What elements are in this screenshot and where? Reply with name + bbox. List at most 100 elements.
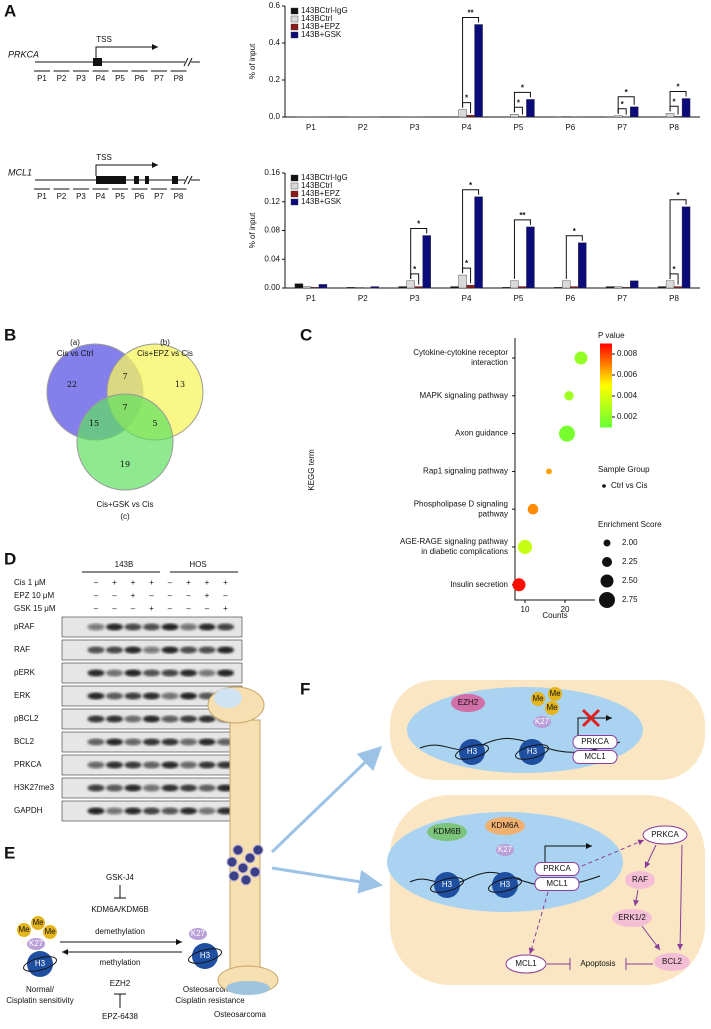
region-label: P1 xyxy=(37,74,47,83)
band xyxy=(180,807,197,815)
band xyxy=(124,784,142,792)
histone xyxy=(459,739,485,765)
bone-shaft xyxy=(229,719,261,971)
x-tick-label: P1 xyxy=(306,123,316,132)
dna xyxy=(488,877,522,893)
band xyxy=(180,692,197,700)
legend-label: 143BCtrl xyxy=(301,181,332,190)
band xyxy=(161,807,179,815)
bar xyxy=(458,274,467,289)
sig-star: * xyxy=(465,259,469,268)
residue xyxy=(496,844,514,856)
x-tick-label: P1 xyxy=(306,294,316,303)
arrow xyxy=(271,866,383,894)
y-tick-label: 0.16 xyxy=(264,168,280,177)
x-tick-label: P3 xyxy=(410,123,420,132)
x-tick-label: P7 xyxy=(617,294,627,303)
sig-bracket xyxy=(617,108,627,115)
bar xyxy=(673,286,683,289)
methyl xyxy=(17,923,31,937)
bar xyxy=(466,284,475,289)
panel-label: B xyxy=(4,325,16,344)
band xyxy=(106,738,123,746)
tumor-cell xyxy=(232,844,244,856)
bubble xyxy=(546,468,552,475)
histone-label: H3 xyxy=(200,951,211,960)
bar xyxy=(657,286,667,289)
band xyxy=(124,761,142,769)
region-label: P7 xyxy=(154,192,164,201)
band xyxy=(198,669,216,677)
block-x xyxy=(581,708,601,728)
legend-label: 143BCtrl-IgG xyxy=(301,173,348,182)
size-key xyxy=(599,592,615,608)
sig-bracket xyxy=(462,189,480,274)
band xyxy=(124,623,142,631)
exon xyxy=(93,58,102,66)
colorbar-tick-label: 0.008 xyxy=(617,349,638,358)
dna xyxy=(188,948,222,964)
tumor-cell xyxy=(237,862,249,874)
kinase xyxy=(642,825,688,845)
band xyxy=(161,646,179,654)
arrow xyxy=(677,844,684,951)
band xyxy=(124,692,142,700)
protein-label: RAF xyxy=(14,645,30,654)
protein-label: pBCL2 xyxy=(14,714,39,723)
legend-label: 143B+EPZ xyxy=(301,22,340,31)
tss-arrow xyxy=(577,715,612,742)
lane-sign: + xyxy=(186,578,191,587)
bone-base-cap xyxy=(226,981,270,995)
region-count: 22 xyxy=(67,380,77,389)
tissue-label: Osteosarcoma xyxy=(214,1010,267,1019)
bubble xyxy=(564,391,574,401)
band xyxy=(217,646,234,654)
bar xyxy=(526,99,535,118)
lane-sign: – xyxy=(112,591,117,600)
region-label: P8 xyxy=(174,192,184,201)
y-tick-label: 0.2 xyxy=(269,75,281,84)
lane-sign: – xyxy=(94,604,99,613)
tss-arrow xyxy=(95,162,158,176)
band xyxy=(198,715,216,723)
lane-sign: – xyxy=(205,604,210,613)
tumor-cell xyxy=(244,852,256,864)
eraser-label: KDM6A xyxy=(491,821,519,830)
set-name: Cis vs Ctrl xyxy=(57,349,94,358)
colorbar-tick-label: 0.002 xyxy=(617,412,638,421)
size-key-label: 2.25 xyxy=(622,557,638,566)
term-label: in diabetic complications xyxy=(421,547,508,556)
bar xyxy=(458,109,467,118)
lane-sign: – xyxy=(186,604,191,613)
legend-label: Ctrl vs Cis xyxy=(611,481,647,490)
histone xyxy=(192,943,218,969)
bar xyxy=(302,286,312,289)
size-key-label: 2.50 xyxy=(622,576,638,585)
region-label: P2 xyxy=(57,192,67,201)
region-label: P8 xyxy=(174,74,184,83)
lane-sign: – xyxy=(112,604,117,613)
legend-swatch xyxy=(290,182,299,190)
tumor-cell xyxy=(252,844,264,856)
band xyxy=(143,738,160,746)
band xyxy=(161,738,179,746)
bar xyxy=(450,286,459,289)
band xyxy=(217,623,234,631)
size-key-label: 2.00 xyxy=(622,538,638,547)
lane-sign: + xyxy=(223,604,228,613)
bar xyxy=(474,24,483,118)
kinase-label: PRKCA xyxy=(651,830,679,839)
x-tick-label: P2 xyxy=(358,123,368,132)
sig-bracket xyxy=(462,17,480,108)
arrow xyxy=(644,844,657,869)
exon xyxy=(96,176,126,184)
term-label: interaction xyxy=(471,358,508,367)
eraser-label: KDM6B xyxy=(433,827,461,836)
bar xyxy=(629,106,639,118)
band xyxy=(143,784,160,792)
term-label: Phospholipase D signaling xyxy=(414,499,508,508)
band xyxy=(87,738,105,746)
sig-star: * xyxy=(625,88,629,97)
region-label: P1 xyxy=(37,192,47,201)
protein-label: pERK xyxy=(14,668,36,677)
